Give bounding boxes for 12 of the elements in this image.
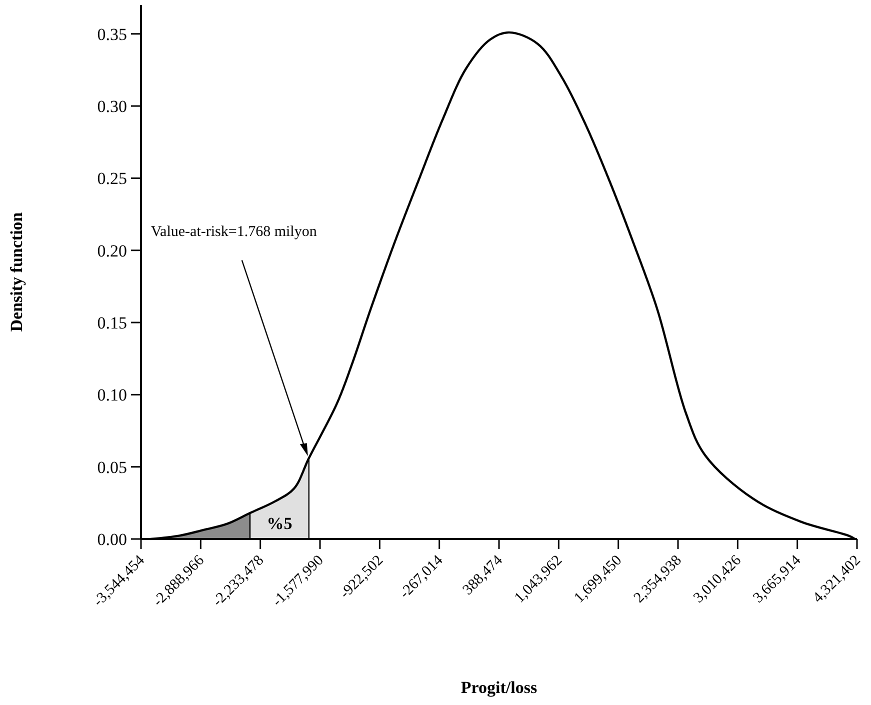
y-tick-label: 0.15	[97, 313, 127, 332]
y-tick-label: 0.35	[97, 24, 127, 44]
x-axis-title: Progit/loss	[460, 678, 538, 697]
annotation: %5	[266, 514, 292, 533]
y-axis-title: Density function	[7, 212, 26, 332]
y-tick-label: 0.10	[97, 386, 127, 405]
y-tick-label: 0.00	[97, 530, 127, 549]
y-tick-label: 0.20	[97, 241, 127, 260]
annotation: Value-at-risk=1.768 milyon	[150, 224, 318, 240]
y-tick-label: 0.05	[97, 458, 127, 477]
y-tick-label: 0.25	[97, 169, 127, 188]
y-tick-label: 0.30	[97, 96, 127, 116]
